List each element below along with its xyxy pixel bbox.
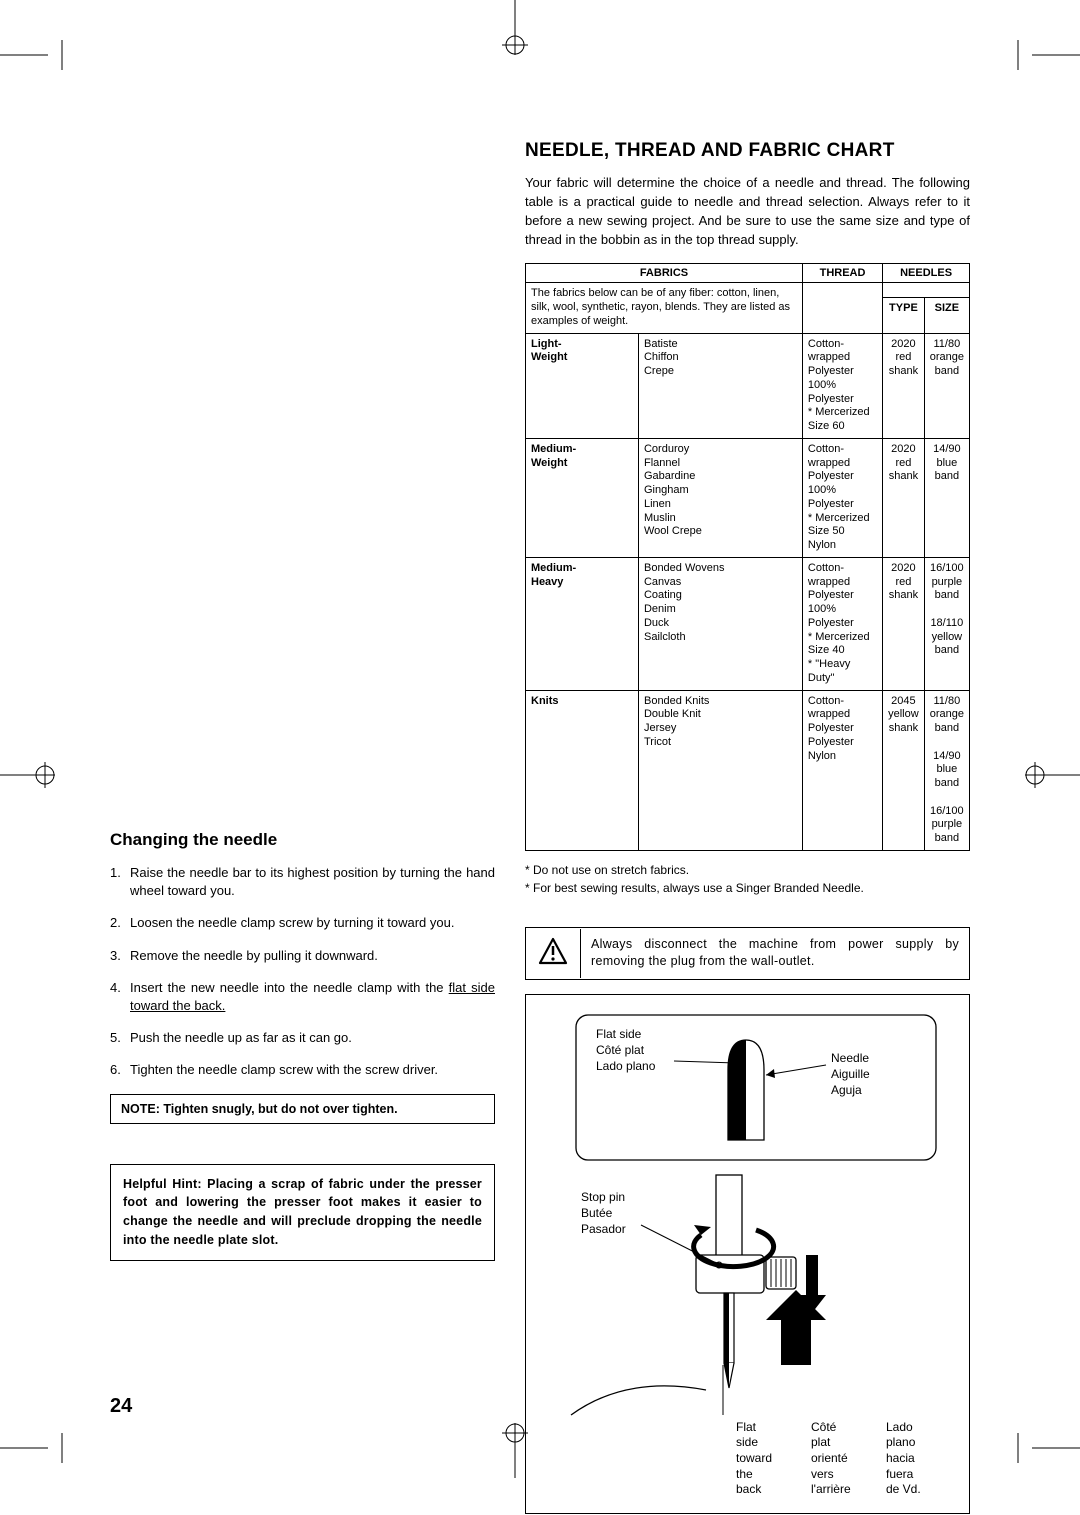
steps-list: Raise the needle bar to its highest posi… xyxy=(110,864,495,1080)
th-type: TYPE xyxy=(883,297,925,333)
lbl-stop-pin: Stop pin xyxy=(581,1190,625,1206)
lbl-flat-back-es: Lado plano hacia fuera de Vd. xyxy=(886,1420,921,1498)
page-number: 24 xyxy=(110,1395,132,1418)
footnote-1: * Do not use on stretch fabrics. xyxy=(525,861,970,879)
row-light-weight: Light- Weight xyxy=(526,333,639,438)
warning-icon xyxy=(538,937,568,965)
hint-box: Helpful Hint: Placing a scrap of fabric … xyxy=(110,1164,495,1261)
fabric-table: FABRICS THREAD NEEDLES The fabrics below… xyxy=(525,263,970,851)
step-1: Raise the needle bar to its highest posi… xyxy=(110,864,495,900)
th-needles: NEEDLES xyxy=(883,264,970,283)
lbl-needle: Needle xyxy=(831,1051,869,1067)
needle-diagram: Flat side Côté plat Lado plano Needle Ai… xyxy=(525,994,970,1514)
lbl-aguja: Aguja xyxy=(831,1083,862,1099)
step-4: Insert the new needle into the needle cl… xyxy=(110,979,495,1015)
row-medium-heavy: Medium- Heavy xyxy=(526,557,639,690)
note-cell: The fabrics below can be of any fiber: c… xyxy=(526,283,803,333)
th-fabrics: FABRICS xyxy=(526,264,803,283)
lbl-cote-plat: Côté plat xyxy=(596,1043,644,1059)
th-thread: THREAD xyxy=(802,264,882,283)
footnote-2: * For best sewing results, always use a … xyxy=(525,879,970,897)
warning-text: Always disconnect the machine from power… xyxy=(581,928,969,979)
row-knits: Knits xyxy=(526,690,639,850)
lbl-lado-plano: Lado plano xyxy=(596,1059,655,1075)
lbl-aiguille: Aiguille xyxy=(831,1067,870,1083)
lbl-pasador: Pasador xyxy=(581,1222,626,1238)
warning-box: Always disconnect the machine from power… xyxy=(525,927,970,980)
step-3: Remove the needle by pulling it downward… xyxy=(110,947,495,965)
chart-title: NEEDLE, THREAD AND FABRIC CHART xyxy=(525,140,970,162)
note-box: NOTE: Tighten snugly, but do not over ti… xyxy=(110,1094,495,1124)
changing-needle-title: Changing the needle xyxy=(110,830,495,850)
lbl-flat-back-en: Flat side toward the back xyxy=(736,1420,772,1498)
intro-text: Your fabric will determine the choice of… xyxy=(525,174,970,249)
lbl-butee: Butée xyxy=(581,1206,612,1222)
lbl-flat-side: Flat side xyxy=(596,1027,641,1043)
lbl-flat-back-fr: Côté plat orienté vers l'arrière xyxy=(811,1420,851,1498)
step-5: Push the needle up as far as it can go. xyxy=(110,1029,495,1047)
step-2: Loosen the needle clamp screw by turning… xyxy=(110,914,495,932)
th-size: SIZE xyxy=(924,297,969,333)
step-6: Tighten the needle clamp screw with the … xyxy=(110,1061,495,1079)
row-medium-weight: Medium- Weight xyxy=(526,438,639,557)
